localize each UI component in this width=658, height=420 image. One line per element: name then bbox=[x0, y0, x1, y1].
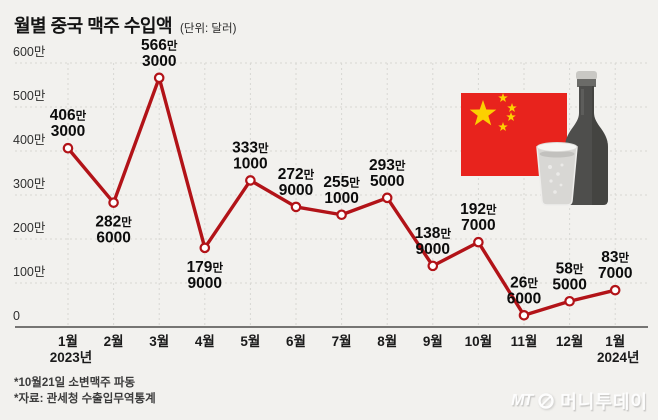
data-label-line2: 6000 bbox=[507, 290, 541, 307]
x-tick-label: 5월 bbox=[240, 333, 260, 349]
data-label-line1: 272만 bbox=[278, 166, 315, 183]
y-tick-label: 100만 bbox=[13, 265, 46, 279]
data-label-line1: 255만 bbox=[323, 174, 360, 191]
data-point bbox=[564, 295, 575, 307]
data-label-line2: 5000 bbox=[552, 276, 586, 293]
data-label-line2: 9000 bbox=[279, 182, 313, 199]
data-label-line2: 3000 bbox=[51, 123, 85, 140]
data-label-line2: 6000 bbox=[96, 230, 130, 247]
data-point bbox=[199, 242, 211, 254]
year-label: 2023년 bbox=[50, 350, 92, 365]
data-point bbox=[245, 175, 256, 186]
y-tick-label: 0 bbox=[13, 309, 20, 323]
data-label-line1: 406만 bbox=[50, 107, 87, 124]
footnotes: *10월21일 소변맥주 파동 *자료: 관세청 수출입무역통계 bbox=[14, 375, 156, 407]
data-label-line1: 192만 bbox=[460, 201, 497, 218]
data-label-line1: 83만 bbox=[601, 249, 629, 266]
y-tick-label: 200만 bbox=[13, 221, 46, 235]
x-tick-label: 2월 bbox=[104, 333, 124, 349]
data-label-line2: 9000 bbox=[416, 241, 450, 258]
flag-star bbox=[498, 122, 508, 132]
data-point bbox=[518, 309, 530, 321]
moneytoday-logo: MT 머니투데이 bbox=[511, 388, 648, 414]
data-point bbox=[609, 284, 621, 296]
data-label-line2: 3000 bbox=[142, 53, 176, 70]
data-label-line2: 1000 bbox=[324, 190, 358, 207]
x-tick-label: 4월 bbox=[195, 333, 215, 349]
data-point bbox=[153, 72, 165, 84]
footnote-source: *자료: 관세청 수출입무역통계 bbox=[14, 393, 156, 405]
x-tick-label: 8월 bbox=[377, 333, 397, 349]
moneytoday-icon bbox=[538, 393, 554, 409]
data-label-line2: 1000 bbox=[233, 155, 267, 172]
logo-name-text: 머니투데이 bbox=[560, 392, 648, 412]
footnote-incident: *10월21일 소변맥주 파동 bbox=[14, 377, 136, 389]
title-row: 월별 중국 맥주 수입액 (단위: 달러) bbox=[14, 12, 236, 38]
data-label-line2: 7000 bbox=[461, 217, 495, 234]
year-label: 2024년 bbox=[597, 350, 639, 365]
x-tick-label: 12월 bbox=[556, 333, 583, 349]
data-point bbox=[473, 236, 484, 248]
flag-star bbox=[506, 112, 516, 122]
x-tick-label: 11월 bbox=[511, 333, 538, 349]
y-tick-label: 500만 bbox=[13, 89, 46, 103]
data-label-line1: 179만 bbox=[187, 259, 224, 276]
data-point bbox=[381, 192, 393, 204]
flag-star bbox=[507, 103, 517, 113]
data-label-line1: 566만 bbox=[141, 37, 178, 54]
x-tick-label: 7월 bbox=[332, 333, 352, 349]
data-point bbox=[290, 201, 302, 213]
data-point bbox=[108, 197, 119, 208]
unit-label: (단위: 달러) bbox=[180, 23, 237, 35]
x-tick-label: 1월 bbox=[58, 333, 78, 349]
data-label-line1: 333만 bbox=[232, 139, 269, 156]
data-label-line1: 293만 bbox=[369, 157, 406, 174]
x-tick-label: 10월 bbox=[465, 333, 492, 349]
x-tick-label: 1월 bbox=[605, 333, 625, 349]
data-label-line1: 26만 bbox=[510, 274, 538, 291]
data-label-line2: 7000 bbox=[598, 265, 632, 282]
logo-mt-text: MT bbox=[511, 392, 533, 409]
data-label-line1: 282만 bbox=[95, 214, 132, 231]
data-point bbox=[62, 142, 74, 154]
y-tick-label: 300만 bbox=[13, 177, 46, 191]
data-point bbox=[336, 209, 347, 221]
flag-star bbox=[469, 100, 497, 126]
data-label-line1: 58만 bbox=[556, 260, 584, 277]
page-title: 월별 중국 맥주 수입액 bbox=[14, 16, 173, 36]
beer-glass-icon bbox=[536, 142, 578, 206]
beer-bottle-icon bbox=[565, 71, 608, 205]
x-tick-label: 3월 bbox=[149, 333, 169, 349]
y-tick-label: 600만 bbox=[13, 45, 46, 59]
data-point bbox=[427, 260, 439, 272]
x-tick-label: 9월 bbox=[423, 333, 443, 349]
data-label-line2: 5000 bbox=[370, 173, 404, 190]
data-label-line2: 9000 bbox=[188, 275, 222, 292]
y-tick-label: 400만 bbox=[13, 133, 46, 147]
data-label-line1: 138만 bbox=[415, 225, 452, 242]
x-tick-label: 6월 bbox=[286, 333, 306, 349]
beer-china-illustration bbox=[461, 71, 608, 206]
flag-star bbox=[498, 93, 508, 103]
